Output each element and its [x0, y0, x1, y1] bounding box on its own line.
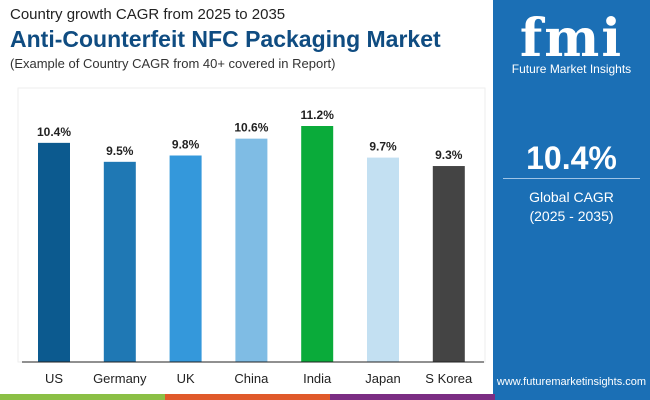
data-label: 10.6%: [234, 121, 268, 135]
bar-china: [235, 138, 268, 362]
website-url: www.futuremarketinsights.com: [496, 376, 647, 388]
x-tick-label: UK: [177, 371, 195, 386]
bar-japan: [367, 157, 399, 362]
data-label: 9.5%: [106, 144, 134, 158]
summary-panel: fmi Future Market Insights 10.4% Global …: [493, 0, 650, 394]
stripe-blue: [495, 394, 650, 400]
data-label: 11.2%: [301, 108, 335, 122]
fmi-logo: fmi: [519, 8, 624, 69]
x-tick-label: Japan: [365, 371, 400, 386]
bar-germany: [103, 161, 136, 362]
bar-india: [301, 126, 334, 362]
logo-subtitle: Future Market Insights: [511, 62, 632, 76]
stripe-green: [0, 394, 165, 400]
bar-uk: [169, 155, 202, 362]
data-label: 9.8%: [172, 138, 200, 152]
header-subtitle: Country growth CAGR from 2025 to 2035: [10, 6, 286, 23]
bar-chart: 10.4% US 9.5% Germany 9.8% UK 10.6% China 11.2% I…: [17, 87, 486, 386]
data-label: 9.7%: [369, 140, 397, 154]
stripe-orange: [165, 394, 330, 400]
global-cagr-value: 10.4%: [526, 140, 617, 176]
global-cagr-label: Global CAGR: [529, 189, 614, 205]
data-label: 10.4%: [37, 125, 71, 139]
x-tick-label: China: [234, 371, 269, 386]
x-tick-label: Germany: [93, 371, 147, 386]
global-cagr-period: (2025 - 2035): [529, 208, 614, 224]
divider: [503, 178, 640, 179]
header-note: (Example of Country CAGR from 40+ covere…: [10, 56, 336, 71]
bar-s-korea: [432, 166, 465, 362]
x-tick-label: US: [45, 371, 63, 386]
bar-us: [38, 142, 70, 362]
x-tick-label: India: [303, 371, 332, 386]
stripe-purple: [330, 394, 495, 400]
x-tick-label: S Korea: [425, 371, 473, 386]
page-title: Anti-Counterfeit NFC Packaging Market: [10, 26, 441, 52]
data-label: 9.3%: [435, 148, 463, 162]
